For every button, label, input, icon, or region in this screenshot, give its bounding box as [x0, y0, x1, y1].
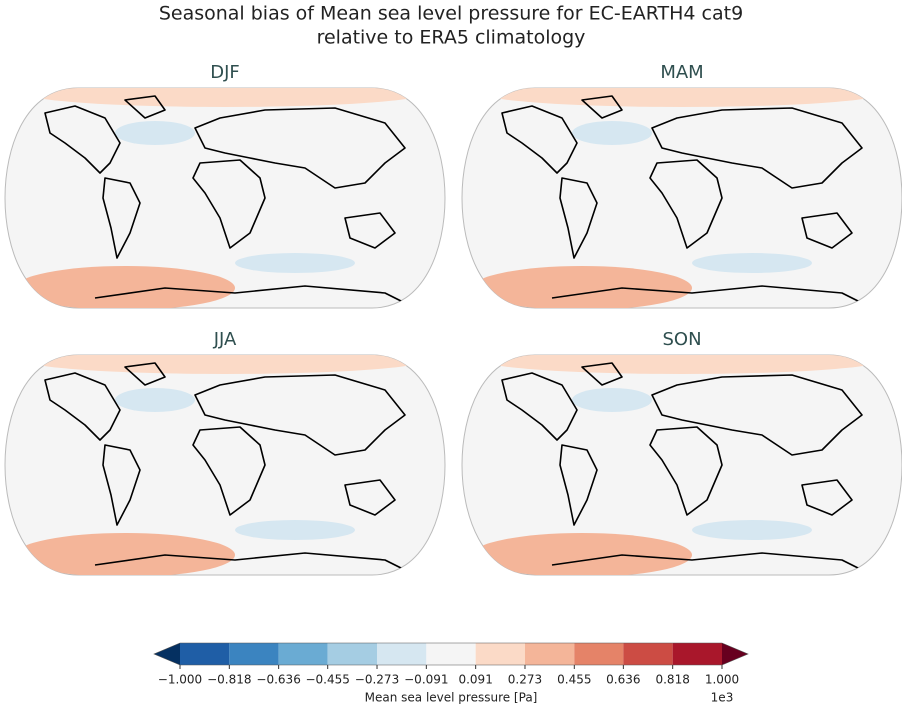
- color-bin: [426, 643, 476, 665]
- color-bin: [229, 643, 279, 665]
- tick-label: −1.000: [158, 673, 202, 687]
- panel-title: SON: [662, 329, 701, 350]
- tick-label: 0.636: [606, 673, 640, 687]
- tick-label: −0.455: [305, 673, 349, 687]
- color-bin: [278, 643, 328, 665]
- title-line: relative to ERA5 climatology: [317, 27, 586, 49]
- color-bin: [327, 643, 378, 665]
- color-bin: [475, 643, 525, 665]
- color-bin: [672, 643, 722, 665]
- color-bin: [623, 643, 673, 665]
- color-bin: [377, 643, 427, 665]
- colorbar-label: Mean sea level pressure [Pa]: [365, 691, 538, 705]
- panels: DJF MAM JJA SON: [5, 62, 902, 577]
- tick-label: −0.636: [256, 673, 300, 687]
- tick-label: −0.091: [404, 673, 448, 687]
- map: [5, 346, 445, 577]
- tick-label: 0.273: [508, 673, 542, 687]
- panel-title: DJF: [210, 62, 240, 83]
- extend-over: [722, 643, 748, 665]
- extend-under: [154, 643, 180, 665]
- tick-label: 1.000: [705, 673, 739, 687]
- map: [462, 79, 902, 310]
- panel-title: JJA: [213, 329, 237, 350]
- map: [462, 346, 902, 577]
- tick-label: −0.818: [207, 673, 251, 687]
- tick-label: −0.273: [355, 673, 399, 687]
- tick-label: 0.091: [458, 673, 492, 687]
- map: [5, 79, 445, 310]
- color-bin: [180, 643, 230, 665]
- color-bin: [574, 643, 624, 665]
- color-bin: [524, 643, 575, 665]
- colorbar-offset: 1e3: [711, 691, 734, 705]
- colorbar: −1.000 −0.818 −0.636 −0.455 −0.273 −0.091 0.09…: [153, 642, 749, 687]
- tick-label: 0.455: [557, 673, 591, 687]
- panel-title: MAM: [660, 62, 703, 83]
- title-line: Seasonal bias of Mean sea level pressure…: [159, 3, 743, 25]
- tick-label: 0.818: [655, 673, 689, 687]
